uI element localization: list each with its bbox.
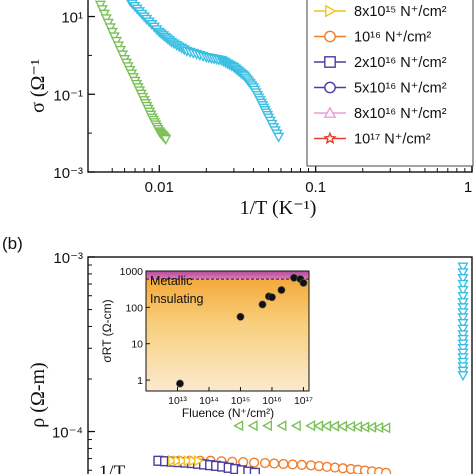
panel-b-series-2-point: [259, 457, 271, 469]
panel-a-xtick-label: 0.01: [145, 179, 174, 196]
panel-b-series-1-point: [321, 420, 332, 432]
panel-b-series-group: [153, 262, 469, 474]
panel-a-xtick-label: 1: [464, 179, 472, 196]
panel-b-series-1-point: [380, 422, 391, 434]
inset-point: [236, 312, 245, 321]
panel-b-series-0-point: [457, 292, 469, 303]
panel-b-ylabel: ρ (Ω-m): [27, 362, 49, 427]
legend-marker: [325, 4, 337, 18]
inset-ytick-label: 1000: [120, 266, 144, 278]
inset-metallic-region: [146, 271, 309, 280]
panel-b-series-1-point: [261, 420, 273, 432]
panel-b-series-0-point: [457, 324, 469, 335]
panel-b-series-0-point: [457, 371, 469, 382]
panel-b-series-1-point: [329, 420, 340, 432]
legend-label: 10¹⁶ N⁺/cm²: [354, 30, 431, 46]
panel-b-xlabel-fragment: 1/T: [99, 462, 126, 474]
legend-marker: [323, 106, 337, 118]
legend-marker: [323, 131, 337, 145]
panel-b-series-1-point: [290, 420, 301, 432]
panel-b-series-0-point: [457, 279, 469, 290]
panel-b-ytick-label: 10⁻³: [53, 250, 83, 267]
panel-b-plot-frame: [87, 256, 473, 474]
panel-b-series-0-point: [457, 308, 469, 319]
panel-a-chart: 0.01 0.1 1 10¹ 10⁻¹ 10⁻³ σ (Ω⁻¹ 1/T (K⁻¹) 8x1…: [27, 0, 474, 219]
panel-a-legend: 8x10¹⁵ N⁺/cm² 10¹⁶ N⁺/cm² 2x10¹⁶ N⁺/cm² 5x1…: [306, 0, 474, 167]
panel-b-chart: (b) 10⁻³ 10⁻⁴ ρ (Ω-m) 1/T Metallic Insula…: [2, 234, 473, 474]
panel-b-ticks: 10⁻³ 10⁻⁴: [52, 250, 95, 471]
panel-b-label: (b): [2, 234, 23, 253]
panel-b-series-0-point: [457, 303, 469, 314]
inset-chart: Metallic Insulating 10¹³ 10¹⁴ 10¹⁵ 10¹⁶ 10¹⁷…: [100, 266, 313, 420]
inset-point: [258, 300, 267, 309]
panel-a-xtick-label: 0.1: [305, 179, 326, 196]
inset-ytick-label: 10: [131, 339, 143, 351]
panel-a-ytick-label: 10¹: [61, 10, 83, 27]
panel-b-series-2-point: [287, 459, 298, 470]
panel-b-series-4-point: [183, 455, 194, 467]
inset-point: [277, 286, 286, 294]
inset-xtick-label: 10¹³: [168, 395, 187, 407]
panel-b-series-3-point: [249, 467, 260, 474]
inset-xtick-label: 10¹⁶: [262, 395, 282, 407]
inset-point: [268, 293, 276, 302]
inset-point: [176, 379, 184, 388]
panel-b-series-1-point: [233, 420, 244, 432]
inset-ytick-label: 100: [125, 302, 143, 314]
panel-b-series-1-point: [247, 420, 258, 432]
inset-label-insulating: Insulating: [150, 292, 204, 306]
inset-point: [299, 279, 308, 287]
legend-label: 10¹⁷ N⁺/cm²: [354, 132, 431, 148]
panel-b-series-4-point: [188, 455, 199, 467]
inset-xtick-label: 10¹⁴: [199, 395, 219, 407]
panel-b-series-2-point: [248, 457, 260, 468]
panel-b-series-1-point: [276, 420, 287, 432]
legend-label: 2x10¹⁶ N⁺/cm²: [354, 55, 447, 71]
inset-points-group: [176, 273, 308, 388]
legend-marker: [324, 56, 336, 68]
legend-label: 5x10¹⁶ N⁺/cm²: [354, 81, 447, 97]
legend-label: 8x10¹⁶ N⁺/cm²: [354, 106, 447, 122]
panel-b-series-4-point: [178, 455, 189, 467]
inset-ylabel: σRT (Ω-cm): [100, 299, 114, 362]
inset-xlabel: Fluence (N⁺/cm²): [182, 406, 274, 420]
inset-frame: [145, 270, 310, 392]
panel-b-series-2-point: [278, 458, 289, 470]
legend-marker: [324, 81, 336, 94]
panel-a-series-group: [94, 0, 285, 145]
panel-a-series-0-point: [160, 134, 172, 145]
panel-b-series-1-point: [313, 420, 324, 432]
panel-a-xlabel: 1/T (K⁻¹): [240, 197, 317, 219]
panel-b-series-0-point: [457, 313, 469, 324]
panel-a-ytick-label: 10⁻¹: [53, 87, 83, 104]
panel-b-ytick-label: 10⁻⁴: [52, 425, 83, 442]
panel-a-ylabel: σ (Ω⁻¹: [27, 59, 49, 113]
panel-b-series-2-point: [380, 467, 392, 474]
panel-b-series-0-point: [457, 298, 469, 309]
inset-label-metallic: Metallic: [150, 274, 192, 288]
inset-xtick-label: 10¹⁷: [294, 395, 313, 407]
panel-b-series-4-point: [168, 455, 179, 467]
panel-b-series-1-point: [337, 420, 348, 432]
inset-point: [290, 273, 298, 282]
legend-marker: [324, 30, 336, 43]
panel-b-series-0-point: [457, 274, 469, 285]
panel-b-series-4-point: [173, 455, 184, 467]
panel-b-series-0-point: [457, 268, 469, 279]
inset-ticks: 10¹³ 10¹⁴ 10¹⁵ 10¹⁶ 10¹⁷ 1000 100 10 1: [120, 266, 313, 407]
inset-xtick-label: 10¹⁵: [231, 395, 251, 407]
panel-b-series-1-point: [305, 420, 316, 432]
panel-b-series-2-point: [296, 459, 307, 471]
inset-ytick-label: 1: [137, 375, 143, 387]
panel-b-series-0-point: [457, 262, 469, 273]
panel-b-series-2-point: [269, 458, 280, 469]
legend-label: 8x10¹⁵ N⁺/cm²: [354, 4, 447, 20]
panel-a-series-1-point: [273, 132, 285, 143]
panel-a-ytick-label: 10⁻³: [53, 165, 83, 182]
panel-b-series-0-point: [457, 285, 469, 296]
panel-a-ticks: 0.01 0.1 1 10¹ 10⁻¹ 10⁻³: [53, 10, 473, 196]
panel-b-series-4-point: [194, 455, 205, 467]
panel-b-series-0-point: [457, 318, 469, 330]
